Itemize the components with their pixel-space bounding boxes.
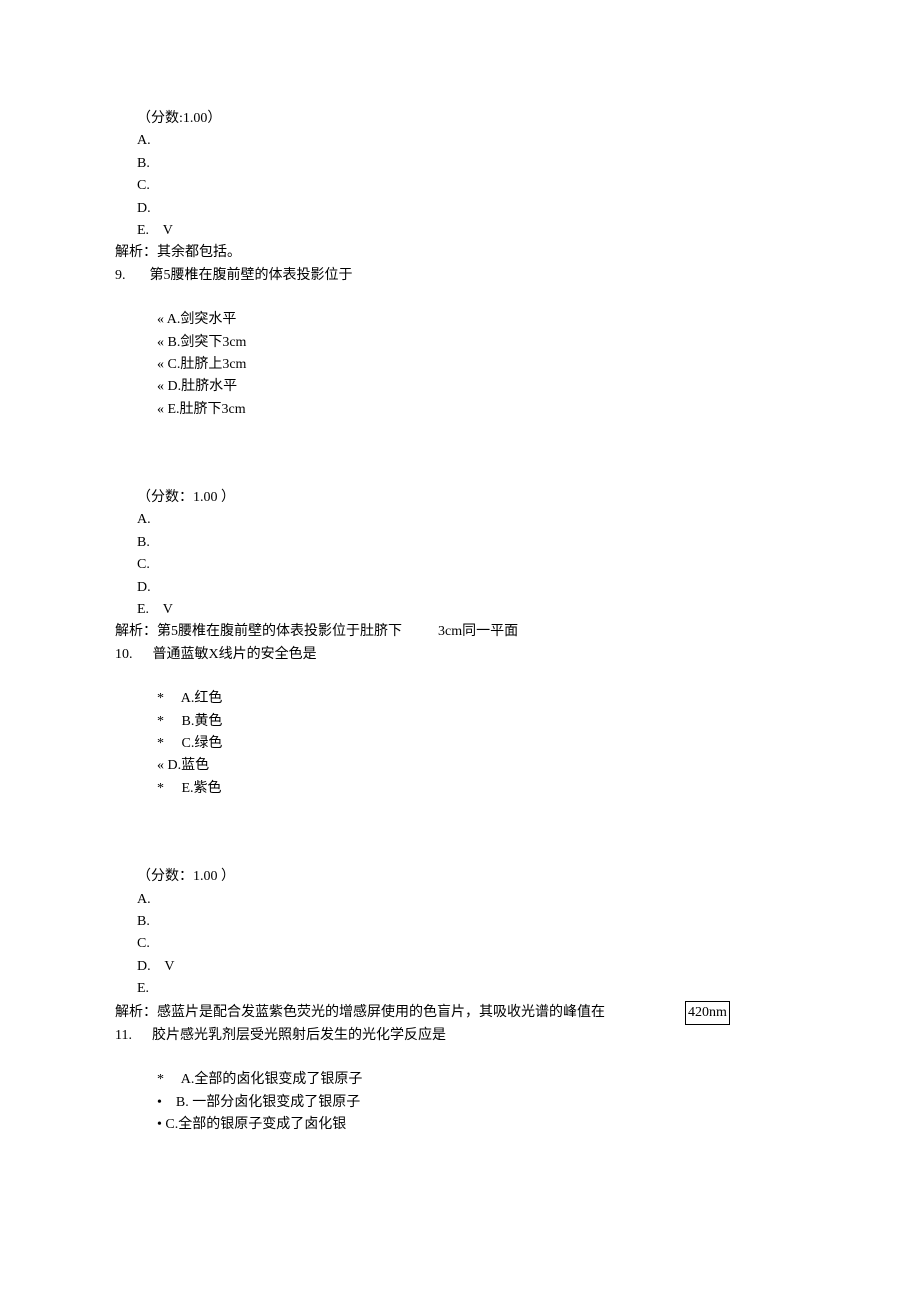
q10-opt-d: D. V: [115, 956, 805, 978]
q8-opt-a: A.: [115, 130, 805, 152]
q9-header: 9. 第5腰椎在腹前壁的体表投影位于: [115, 265, 805, 287]
q9-opt-c: C.: [115, 554, 805, 576]
q9-choice-b: « B.剑突下3cm: [115, 332, 805, 354]
q10-opt-a: A.: [115, 889, 805, 911]
q9-analysis-right: 3cm同一平面: [438, 621, 518, 643]
q9-choice-e: « E.肚脐下3cm: [115, 399, 805, 421]
q11-choice-b: • B. 一部分卤化银变成了银原子: [115, 1092, 805, 1114]
q9-choice-a: « A.剑突水平: [115, 309, 805, 331]
q11-header: 11. 胶片感光乳剂层受光照射后发生的光化学反应是: [115, 1025, 805, 1047]
q9-opt-d: D.: [115, 577, 805, 599]
q10-choice-e: * E.紫色: [115, 778, 805, 800]
q10-stem: 普通蓝敏X线片的安全色是: [153, 644, 317, 666]
q8-analysis: 解析：其余都包括。: [115, 242, 805, 264]
q11-choice-a: * A.全部的卤化银变成了银原子: [115, 1069, 805, 1091]
q9-opt-a: A.: [115, 509, 805, 531]
q10-analysis-box: 420nm: [685, 1001, 730, 1025]
q9-stem: 第5腰椎在腹前壁的体表投影位于: [150, 265, 353, 287]
q11-stem: 胶片感光乳剂层受光照射后发生的光化学反应是: [152, 1025, 446, 1047]
q8-opt-e: E. V: [115, 220, 805, 242]
q9-choice-d: « D.肚脐水平: [115, 376, 805, 398]
q10-header: 10. 普通蓝敏X线片的安全色是: [115, 644, 805, 666]
q10-choice-c: * C.绿色: [115, 733, 805, 755]
q8-opt-c: C.: [115, 175, 805, 197]
q9-score: （分数：1.00 ）: [115, 487, 805, 509]
q9-choice-c: « C.肚脐上3cm: [115, 354, 805, 376]
q8-score: （分数:1.00）: [115, 108, 805, 130]
q10-number: 10.: [115, 644, 133, 666]
q10-choice-a: * A.红色: [115, 688, 805, 710]
q11-choice-c: • C.全部的银原子变成了卤化银: [115, 1114, 805, 1136]
q10-opt-b: B.: [115, 911, 805, 933]
q9-opt-e: E. V: [115, 599, 805, 621]
q9-analysis: 解析：第5腰椎在腹前壁的体表投影位于肚脐下 3cm同一平面: [115, 621, 805, 643]
q10-choice-d: « D.蓝色: [115, 755, 805, 777]
q8-opt-b: B.: [115, 153, 805, 175]
q10-opt-c: C.: [115, 933, 805, 955]
q9-analysis-left: 解析：第5腰椎在腹前壁的体表投影位于肚脐下: [115, 621, 402, 643]
q11-number: 11.: [115, 1025, 132, 1047]
q9-number: 9.: [115, 265, 126, 287]
q8-opt-d: D.: [115, 198, 805, 220]
q10-choice-b: * B.黄色: [115, 711, 805, 733]
q10-score: （分数：1.00 ）: [115, 866, 805, 888]
q10-analysis-left: 解析：感蓝片是配合发蓝紫色荧光的增感屏使用的色盲片，其吸收光谱的峰值在: [115, 1002, 605, 1024]
q10-opt-e: E.: [115, 978, 805, 1000]
q10-analysis: 解析：感蓝片是配合发蓝紫色荧光的增感屏使用的色盲片，其吸收光谱的峰值在 420n…: [115, 1001, 805, 1025]
q9-opt-b: B.: [115, 532, 805, 554]
